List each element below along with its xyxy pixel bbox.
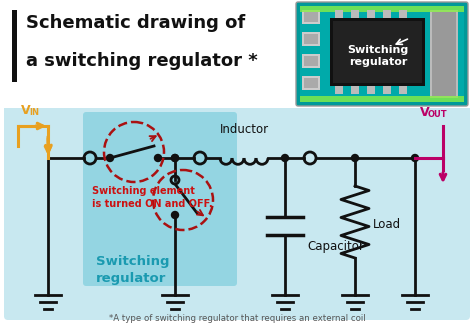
Circle shape: [352, 155, 358, 162]
Circle shape: [172, 155, 179, 162]
Bar: [351, 10, 359, 18]
Bar: [0, 0, 474, 108]
Circle shape: [282, 155, 289, 162]
Bar: [302, 10, 320, 24]
Bar: [432, 12, 456, 96]
Bar: [304, 78, 318, 88]
Bar: [335, 86, 343, 94]
Bar: [383, 10, 391, 18]
Circle shape: [107, 155, 113, 162]
Bar: [300, 96, 464, 102]
FancyBboxPatch shape: [83, 112, 237, 286]
Bar: [300, 6, 464, 12]
Bar: [333, 21, 422, 83]
Bar: [304, 12, 318, 22]
Text: V: V: [420, 106, 429, 119]
Bar: [399, 10, 407, 18]
Text: Inductor: Inductor: [219, 123, 269, 136]
Text: OUT: OUT: [428, 110, 447, 119]
FancyBboxPatch shape: [4, 104, 470, 320]
Circle shape: [172, 212, 179, 218]
Bar: [304, 56, 318, 66]
Text: a switching regulator *: a switching regulator *: [26, 52, 258, 70]
Bar: [302, 54, 320, 68]
Text: Capacitor: Capacitor: [307, 240, 364, 253]
Text: V: V: [21, 104, 31, 117]
FancyBboxPatch shape: [296, 2, 468, 106]
Text: Switching element
is turned ON and OFF.: Switching element is turned ON and OFF.: [92, 186, 213, 209]
Circle shape: [155, 155, 162, 162]
Bar: [304, 34, 318, 44]
Bar: [302, 76, 320, 90]
Text: IN: IN: [29, 108, 39, 117]
Bar: [367, 86, 375, 94]
Text: Switching
regulator: Switching regulator: [347, 45, 409, 67]
Circle shape: [172, 155, 179, 162]
Bar: [300, 6, 464, 102]
Text: *A type of switching regulator that requires an external coil: *A type of switching regulator that requ…: [109, 314, 365, 323]
Bar: [330, 18, 425, 86]
Bar: [383, 86, 391, 94]
Bar: [12, 10, 17, 82]
Bar: [367, 10, 375, 18]
Bar: [335, 10, 343, 18]
Bar: [430, 10, 458, 98]
Bar: [302, 32, 320, 46]
Circle shape: [411, 155, 419, 162]
Bar: [351, 86, 359, 94]
Text: Load: Load: [373, 218, 401, 231]
Bar: [399, 86, 407, 94]
Text: Switching
regulator: Switching regulator: [96, 255, 170, 285]
Text: Schematic drawing of: Schematic drawing of: [26, 14, 245, 32]
